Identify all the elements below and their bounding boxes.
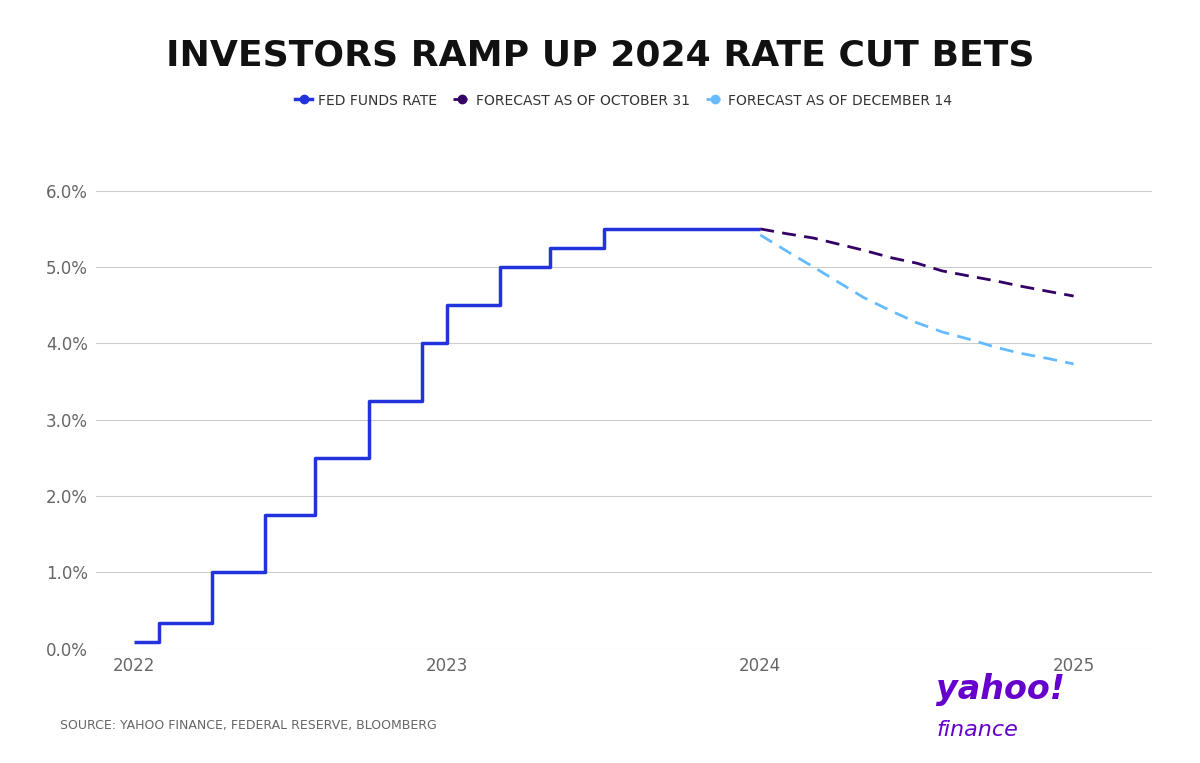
Text: INVESTORS RAMP UP 2024 RATE CUT BETS: INVESTORS RAMP UP 2024 RATE CUT BETS — [166, 38, 1034, 72]
Text: SOURCE: YAHOO FINANCE, FEDERAL RESERVE, BLOOMBERG: SOURCE: YAHOO FINANCE, FEDERAL RESERVE, … — [60, 720, 437, 732]
Legend: FED FUNDS RATE, FORECAST AS OF OCTOBER 31, FORECAST AS OF DECEMBER 14: FED FUNDS RATE, FORECAST AS OF OCTOBER 3… — [290, 89, 958, 114]
Text: yahoo!: yahoo! — [936, 673, 1066, 706]
Text: finance: finance — [936, 720, 1018, 740]
